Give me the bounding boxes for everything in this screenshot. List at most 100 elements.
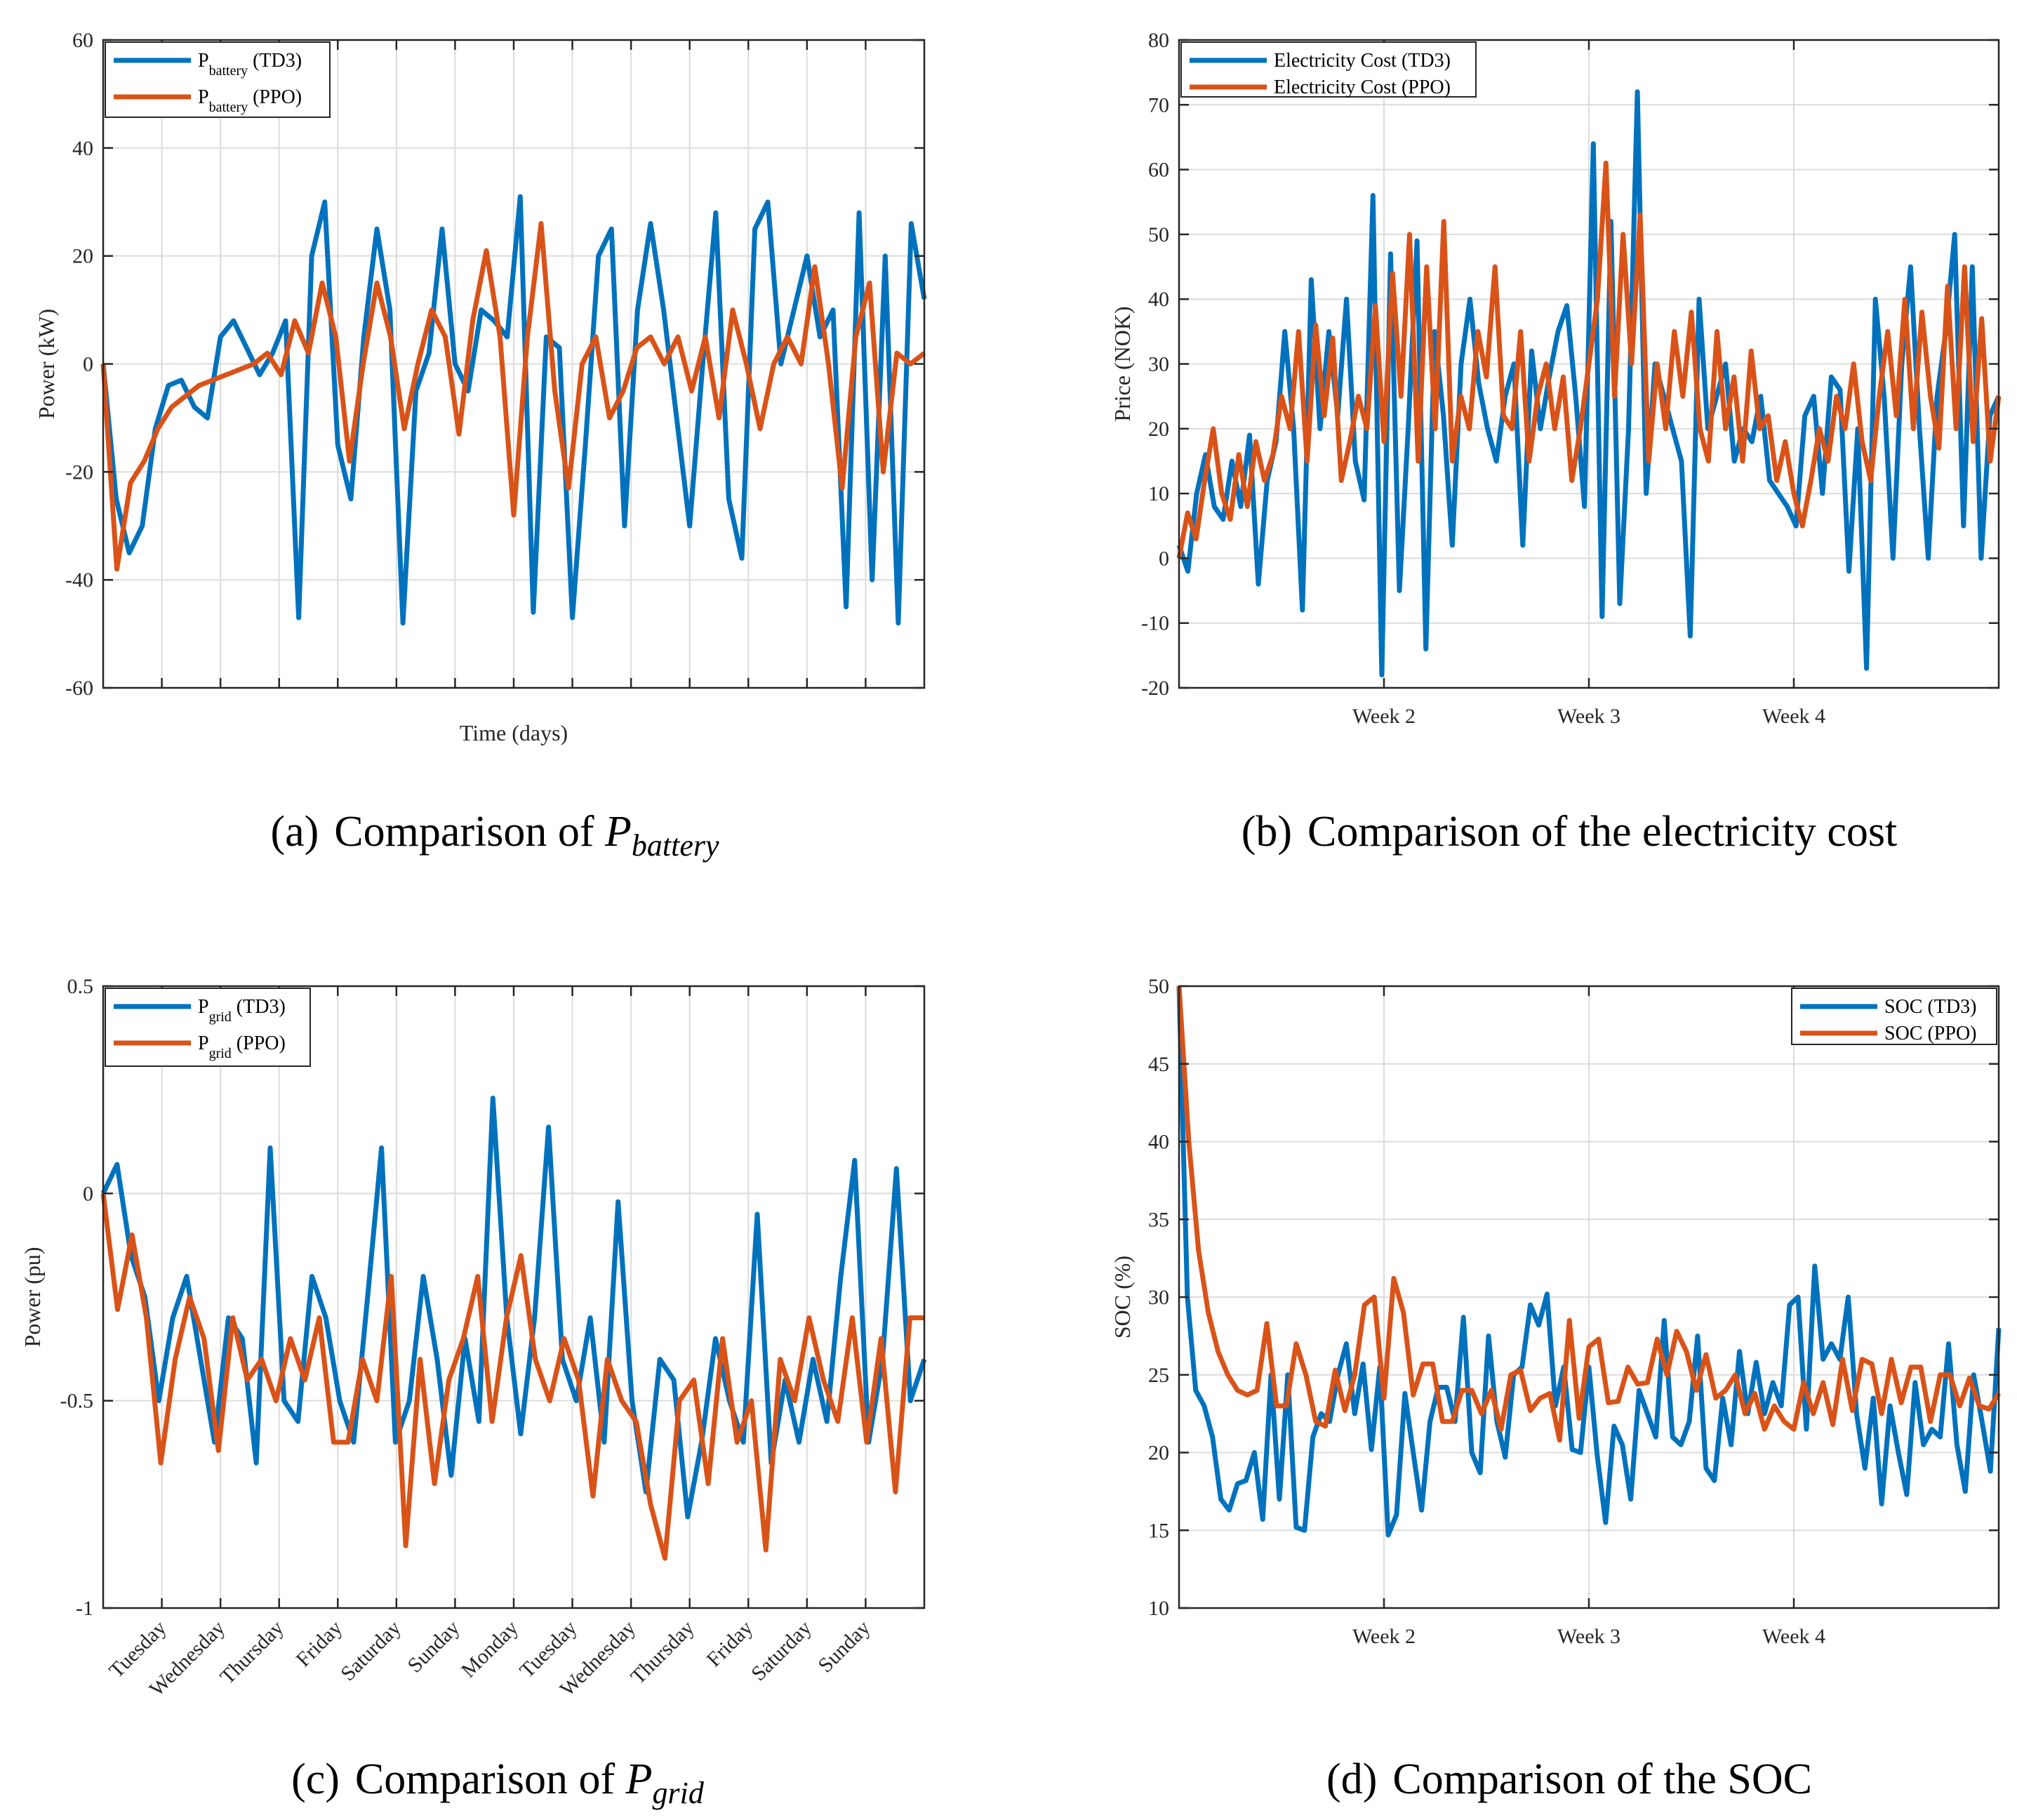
x-tick-label: Saturday [336,1616,406,1686]
legend-text: SOC (TD3) [1884,996,1976,1018]
legend-text: P [198,1032,209,1054]
legend-entry: Pgrid (PPO) [198,1032,286,1061]
y-tick-label: 0.5 [67,975,94,998]
legend-entry: Pbattery (TD3) [198,50,302,79]
legend: SOC (TD3) SOC (PPO) [1791,988,1997,1045]
legend-text: Electricity Cost (PPO) [1274,77,1451,98]
series-line-ppo [1176,160,2002,559]
y-tick-label: 30 [1148,353,1169,376]
legend-subscript: battery [209,63,248,79]
y-tick-label: 20 [1148,1442,1169,1465]
legend-text: Electricity Cost (TD3) [1274,50,1451,72]
y-axis-label: Price (NOK) [1110,306,1135,421]
y-tick-label: 15 [1148,1519,1169,1542]
legend-suffix: (TD3) [248,50,302,72]
chart-d: 10 15 20 25 30 35 40 45 50 Week 2 Week 3 Week 4 SOC … [1110,975,2002,1803]
legend-entry: Electricity Cost (TD3) [1274,50,1451,72]
legend: Pgrid (TD3) Pgrid (PPO) [105,988,311,1067]
y-tick-label: 25 [1148,1364,1169,1387]
figure-caption: (a) Comparison of Pbattery [270,808,719,863]
caption-text: Comparison of [334,808,605,856]
legend-subscript: battery [209,100,248,115]
series-line-ppo [100,1193,924,1561]
y-tick-label: 20 [72,245,93,268]
caption-text: Comparison of [355,1755,626,1803]
caption-text: Comparison of the SOC [1392,1755,1812,1803]
y-tick-label: 40 [72,137,93,160]
y-tick-label: 20 [1148,418,1169,441]
legend-entry: SOC (TD3) [1884,996,1976,1018]
legend: Pbattery (TD3)Pbattery (PPO) [105,41,331,118]
y-tick-label: 60 [1148,159,1169,182]
x-tick-label: Thursday [215,1616,288,1689]
x-tick-label: Week 2 [1352,1625,1416,1648]
x-tick-label: Friday [703,1616,758,1672]
x-tick-label: Saturday [747,1616,816,1686]
legend-suffix: (PPO) [248,86,302,108]
legend-subscript: grid [209,1009,232,1025]
legend-box [105,41,331,118]
y-axis-label: SOC (%) [1110,1256,1135,1339]
series-line-ppo [100,221,926,572]
y-tick-label: -0.5 [60,1390,94,1413]
y-tick-label: 50 [1148,975,1169,998]
y-tick-label: 10 [1148,1597,1169,1620]
figure-caption: (b) Comparison of the electricity cost [1242,808,1898,856]
x-tick-label: Friday [292,1616,347,1672]
legend-text: P [198,50,209,72]
y-tick-label: -1 [76,1597,93,1620]
caption-variable: P [625,1755,653,1803]
y-tick-label: 10 [1148,482,1169,505]
legend-subscript: grid [209,1046,232,1061]
legend-entry: Pgrid (TD3) [198,996,286,1025]
caption-subscript: battery [632,828,719,863]
y-tick-label: 45 [1148,1053,1169,1076]
y-tick-label: 70 [1148,93,1169,117]
series-line-td3 [100,1096,927,1520]
y-tick-label: 30 [1148,1286,1169,1309]
y-tick-label: 60 [72,29,93,52]
x-tick-label: Thursday [626,1616,698,1689]
caption-label: (d) [1326,1755,1377,1803]
y-tick-label: 80 [1148,29,1169,52]
x-tick-label: Sunday [813,1616,874,1678]
y-tick-label: 0 [83,1182,93,1205]
x-tick-label: Monday [457,1616,523,1682]
legend: Electricity Cost (TD3) Electricity Cost (… [1180,41,1477,98]
caption-label: (a) [270,808,319,856]
y-tick-label: 0 [1159,547,1169,570]
y-axis-label: Power (pu) [20,1247,45,1347]
legend-entry: Pbattery (PPO) [198,86,302,115]
series-line-td3 [1176,985,2002,1538]
x-tick-label: Week 4 [1762,705,1825,728]
chart-b: -20 -10 0 10 20 30 40 50 60 70 80 Week 2 Week 3 Week … [1110,29,2002,856]
y-tick-label: -20 [1141,677,1169,700]
y-tick-label: 0 [83,353,93,376]
legend-suffix: (TD3) [232,996,286,1018]
legend-box [105,988,311,1067]
legend-text: P [198,86,209,108]
legend-entry: SOC (PPO) [1884,1023,1976,1044]
figure-caption: (d) Comparison of the SOC [1326,1755,1812,1803]
y-tick-label: -20 [65,460,93,484]
y-tick-label: -40 [65,569,93,592]
x-tick-label: Week 3 [1557,1625,1620,1648]
caption-label: (b) [1242,808,1292,856]
legend-text: SOC (PPO) [1884,1023,1976,1044]
chart-a: -60 -40 -20 0 20 40 60 Time (days) Power (kW) Pba… [34,29,927,863]
legend-entry: Electricity Cost (PPO) [1274,77,1451,98]
caption-text: Comparison of the electricity cost [1307,808,1897,856]
x-axis-label: Time (days) [460,720,568,745]
caption-subscript: grid [653,1776,705,1810]
series-line-ppo [1176,985,2001,1443]
x-tick-label: Sunday [403,1616,464,1678]
caption-variable: P [604,808,632,856]
x-tick-label: Week 2 [1352,705,1416,728]
y-axis-label: Power (kW) [34,309,59,419]
caption-label: (c) [291,1755,340,1803]
y-tick-label: -60 [65,677,93,700]
figure-caption: (c) Comparison of Pgrid [291,1755,705,1810]
x-tick-label: Week 4 [1762,1625,1825,1648]
y-tick-label: 50 [1148,223,1169,246]
